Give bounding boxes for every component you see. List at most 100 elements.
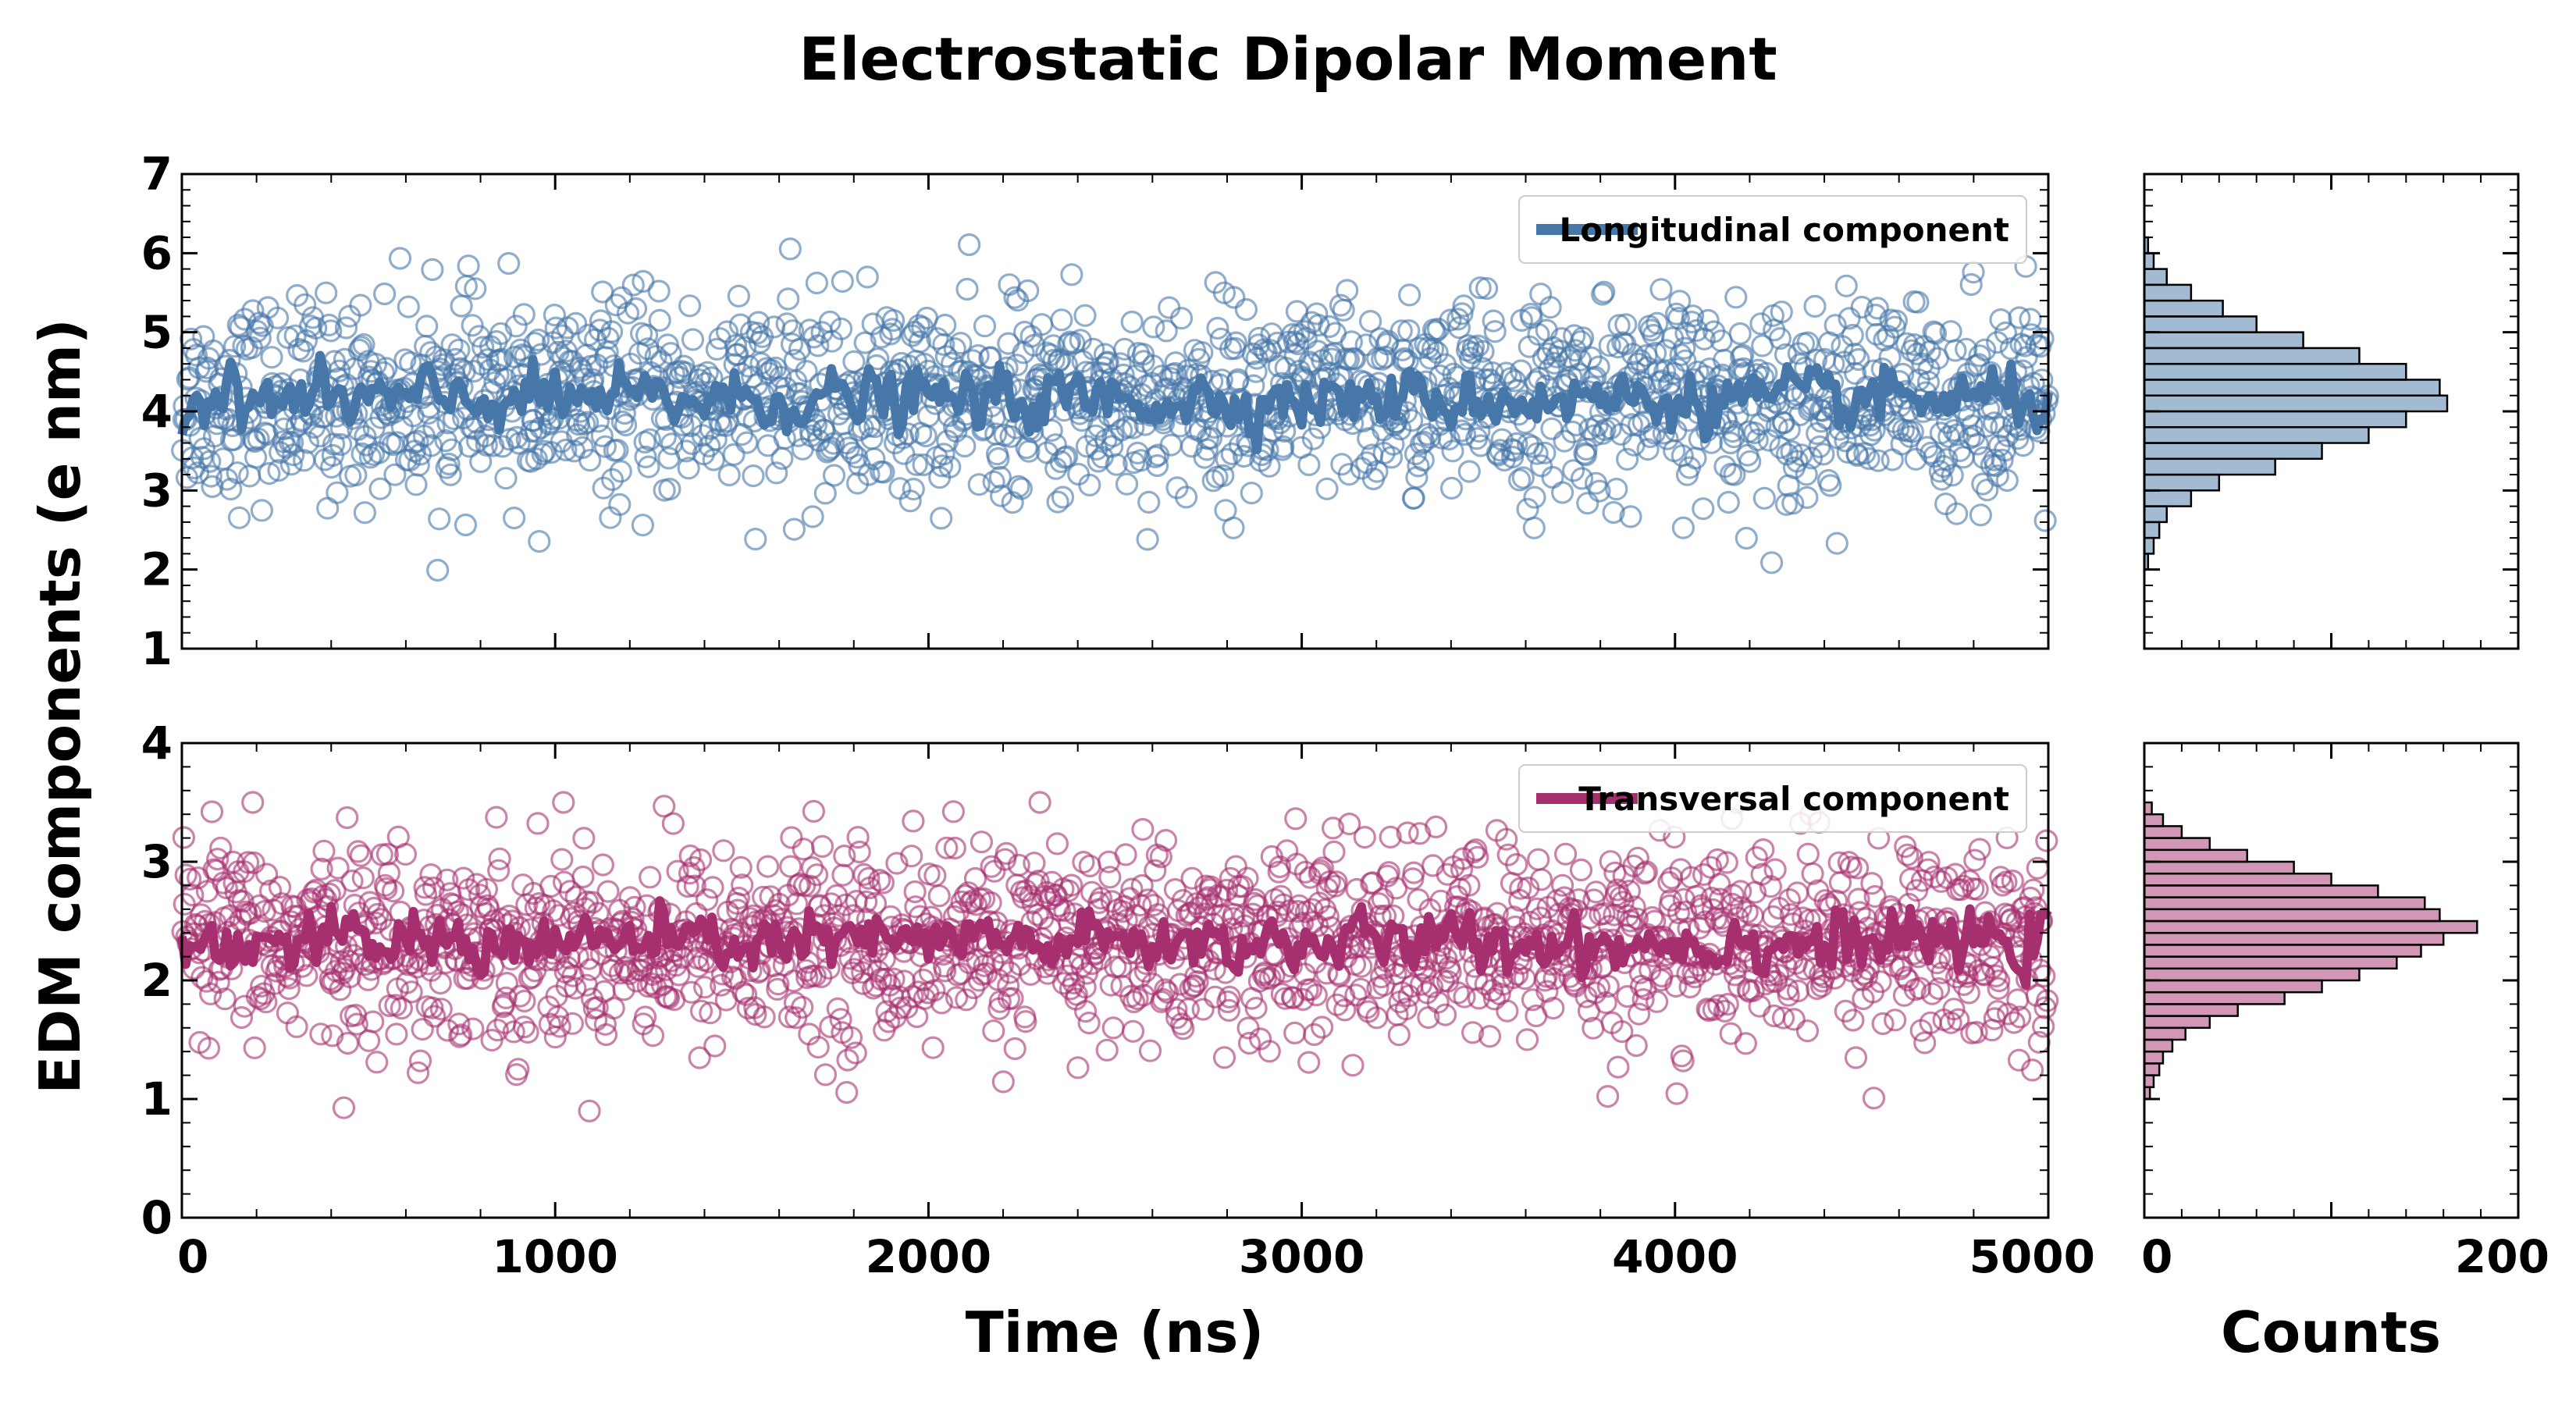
transversal-xtick-label: 0 [177, 1230, 208, 1283]
transversal-point [2035, 829, 2058, 852]
transversal-point [712, 839, 735, 863]
transversal-point [1464, 838, 1488, 862]
longitudinal-point [943, 337, 966, 361]
longitudinal-point [631, 514, 655, 537]
longitudinal-point [1777, 418, 1801, 442]
transversal-point [1321, 816, 1345, 840]
longitudinal-point [777, 287, 800, 311]
transversal-point [1517, 876, 1540, 900]
longitudinal-hist-bar [2143, 268, 2168, 286]
transversal-point [1729, 895, 1752, 919]
longitudinal-hist-bar [2143, 521, 2161, 539]
transversal-point [1436, 863, 1459, 886]
transversal-point [802, 799, 826, 823]
longitudinal-hist-bar [2143, 379, 2441, 397]
transversal-point [1509, 877, 1532, 900]
transversal-point [1813, 889, 1837, 912]
longitudinal-point [1668, 290, 1692, 313]
transversal-point [1963, 848, 1987, 872]
transversal-point [727, 886, 751, 910]
transversal-point [1397, 984, 1421, 1008]
longitudinal-point [1941, 464, 1964, 487]
longitudinal-point [1210, 368, 1233, 392]
transversal-point [277, 976, 301, 1001]
longitudinal-point [1457, 460, 1481, 483]
longitudinal-point [1723, 463, 1746, 486]
transversal-point [1066, 1056, 1090, 1080]
longitudinal-point [1407, 454, 1430, 478]
longitudinal-point [1272, 435, 1295, 458]
longitudinal-point [1318, 315, 1341, 339]
longitudinal-point [908, 330, 932, 354]
transversal-point [242, 851, 265, 875]
longitudinal-point [568, 356, 592, 379]
longitudinal-point [1215, 447, 1239, 471]
longitudinal-point [1397, 319, 1421, 343]
transversal-point [688, 848, 713, 872]
longitudinal-point [1418, 347, 1442, 370]
transversal-point [310, 857, 333, 880]
longitudinal-point [609, 460, 632, 483]
transversal-hist-xtick-label: 200 [2455, 1230, 2549, 1283]
transversal-point [254, 991, 278, 1014]
longitudinal-point [471, 336, 495, 359]
longitudinal-hist-bar [2143, 315, 2258, 333]
longitudinal-point [1923, 322, 1948, 345]
longitudinal-point [476, 348, 500, 372]
longitudinal-point [1397, 283, 1421, 307]
longitudinal-point [1671, 516, 1695, 539]
longitudinal-ytick-label: 7 [141, 148, 173, 201]
transversal-point [1955, 965, 1979, 988]
longitudinal-point [275, 436, 298, 459]
transversal-point [1318, 870, 1341, 894]
transversal-point [2033, 964, 2056, 988]
longitudinal-point [571, 436, 595, 460]
transversal-hist-bar [2143, 813, 2165, 827]
longitudinal-point [1144, 445, 1167, 469]
longitudinal-point [1969, 503, 1992, 527]
transversal-point [1991, 873, 2014, 897]
transversal-hist-bar [2143, 1026, 2186, 1041]
transversal-point [731, 873, 754, 897]
transversal-point [900, 845, 923, 868]
longitudinal-point [1803, 294, 1827, 318]
transversal-point [1610, 1019, 1634, 1044]
transversal-point [997, 974, 1020, 998]
transversal-point [408, 1049, 432, 1072]
transversal-point [1884, 1008, 1907, 1032]
transversal-point [857, 866, 881, 890]
transversal-point [594, 1023, 618, 1047]
longitudinal-point [1770, 301, 1793, 324]
longitudinal-point [1649, 278, 1673, 301]
longitudinal-point [267, 458, 290, 482]
transversal-point [1073, 999, 1098, 1023]
transversal-point [436, 1019, 460, 1042]
longitudinal-point [428, 507, 451, 531]
longitudinal-point [326, 481, 349, 504]
longitudinal-point [1866, 449, 1890, 472]
longitudinal-point [1358, 310, 1382, 333]
longitudinal-point [1199, 426, 1223, 450]
transversal-hist-bar [2143, 896, 2426, 911]
longitudinal-point [578, 449, 602, 472]
transversal-series [171, 791, 2059, 1122]
transversal-point [564, 976, 587, 1000]
longitudinal-point [973, 315, 997, 338]
longitudinal-point [464, 277, 487, 301]
transversal-xtick-label: 5000 [1969, 1230, 2095, 1283]
transversal-point [452, 866, 475, 890]
transversal-point [701, 876, 724, 899]
transversal-point [309, 1023, 333, 1046]
transversal-point [1599, 850, 1622, 873]
longitudinal-point [801, 505, 824, 528]
longitudinal-point [1902, 333, 1927, 357]
transversal-point [1297, 1051, 1321, 1074]
longitudinal-point [600, 468, 624, 492]
transversal-point [1180, 866, 1204, 890]
longitudinal-point [2031, 327, 2055, 350]
longitudinal-point [934, 313, 957, 337]
longitudinal-point [1073, 304, 1097, 327]
longitudinal-point [388, 247, 412, 270]
longitudinal-ytick-label: 4 [141, 385, 173, 438]
longitudinal-point [1878, 346, 1902, 369]
